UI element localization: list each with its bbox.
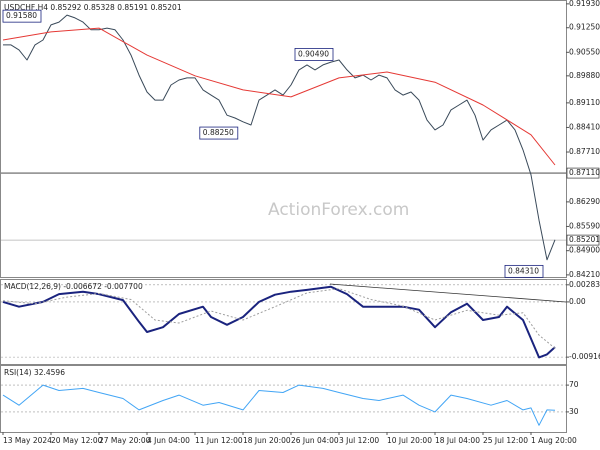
x-tick-label: 10 Jul 20:00 [387, 436, 432, 445]
y-tick-label: 30 [569, 407, 579, 416]
x-tick-label: 4 Jun 04:00 [147, 436, 190, 445]
y-tick-label: 0.89880 [569, 71, 600, 80]
x-tick-label: 3 Jul 12:00 [339, 436, 379, 445]
series-line [2, 384, 556, 426]
y-tick-label: 70 [569, 380, 579, 389]
x-tick-label: 13 May 2024 [3, 436, 52, 445]
x-tick-label: 18 Jul 04:00 [435, 436, 480, 445]
series-line [2, 288, 556, 349]
price-level-label: 0.87110 [569, 168, 600, 177]
panel-frame [0, 0, 567, 278]
y-tick-label: 0.002835 [569, 280, 600, 289]
price-level-box [566, 167, 600, 179]
annotation-label: 0.90490 [298, 49, 329, 58]
annotation-box [2, 9, 42, 23]
y-tick-label: -0.009161 [569, 352, 600, 361]
x-tick-label: 11 Jun 12:00 [195, 436, 243, 445]
y-tick-label: 0.89110 [569, 98, 600, 107]
y-tick-label: 0.91930 [569, 0, 600, 8]
panel-frame [0, 365, 567, 433]
y-tick-label: 0.84900 [569, 246, 600, 255]
x-tick-label: 20 May 12:00 [51, 436, 103, 445]
watermark: ActionForex.com [268, 200, 409, 220]
y-tick-label: 0.00 [569, 297, 586, 306]
y-tick-label: 0.90550 [569, 47, 600, 56]
y-tick-label: 0.84210 [569, 270, 600, 279]
annotation-label: 0.91580 [6, 11, 37, 20]
panel-frame [0, 279, 567, 365]
x-tick-label: 25 Jul 12:00 [483, 436, 528, 445]
annotation-box [294, 48, 334, 61]
series-line [2, 27, 556, 166]
panel-title: MACD(12,26,9) -0.006672 -0.007700 [4, 282, 143, 291]
x-tick-label: 26 Jun 04:00 [291, 436, 339, 445]
trend-line [329, 283, 567, 303]
y-tick-label: 0.86290 [569, 197, 600, 206]
x-tick-label: 18 Jun 20:00 [243, 436, 291, 445]
x-tick-label: 1 Aug 20:00 [531, 436, 577, 445]
y-tick-label: 0.87710 [569, 147, 600, 156]
annotation-box [199, 126, 239, 140]
panel-title: RSI(14) 32.4596 [4, 368, 65, 377]
series-line [3, 14, 556, 261]
series-line [2, 285, 556, 359]
y-tick-label: 0.91250 [569, 23, 600, 32]
x-tick-label: 27 May 20:00 [99, 436, 151, 445]
panel-title: USDCHF,H4 0.85292 0.85328 0.85191 0.8520… [4, 3, 182, 12]
price-level-box [566, 234, 600, 246]
annotation-box [504, 264, 544, 278]
price-level-label: 0.85201 [569, 235, 600, 244]
y-tick-label: 0.85590 [569, 221, 600, 230]
annotation-label: 0.84310 [508, 266, 539, 275]
y-tick-label: 0.88410 [569, 122, 600, 131]
annotation-label: 0.88250 [203, 128, 234, 137]
